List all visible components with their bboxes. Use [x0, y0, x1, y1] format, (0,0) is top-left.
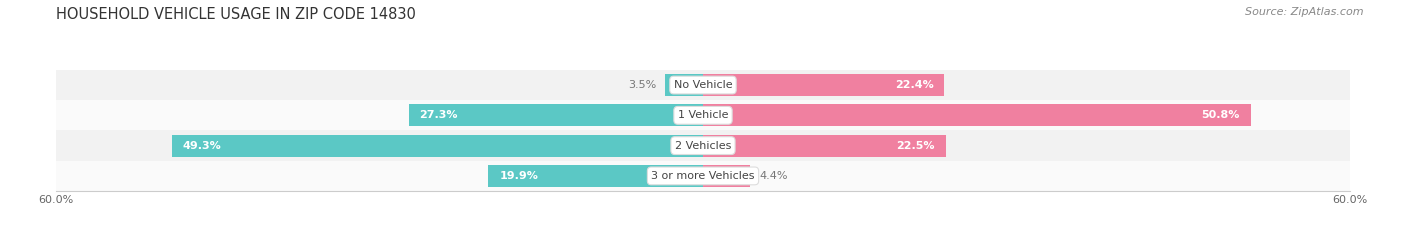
Text: 27.3%: 27.3% [419, 110, 458, 120]
Bar [56, 100, 1350, 130]
Text: No Vehicle: No Vehicle [673, 80, 733, 90]
Bar [703, 165, 751, 187]
Text: 19.9%: 19.9% [499, 171, 538, 181]
Bar [172, 135, 703, 157]
Text: 3 or more Vehicles: 3 or more Vehicles [651, 171, 755, 181]
Text: 49.3%: 49.3% [183, 141, 221, 151]
Text: 22.5%: 22.5% [896, 141, 935, 151]
Text: 22.4%: 22.4% [896, 80, 934, 90]
Bar [56, 130, 1350, 161]
Bar [703, 104, 1250, 126]
Text: Source: ZipAtlas.com: Source: ZipAtlas.com [1246, 7, 1364, 17]
Text: 50.8%: 50.8% [1202, 110, 1240, 120]
Bar [665, 74, 703, 96]
Text: 1 Vehicle: 1 Vehicle [678, 110, 728, 120]
Text: 2 Vehicles: 2 Vehicles [675, 141, 731, 151]
Bar [488, 165, 703, 187]
Bar [703, 135, 946, 157]
Text: HOUSEHOLD VEHICLE USAGE IN ZIP CODE 14830: HOUSEHOLD VEHICLE USAGE IN ZIP CODE 1483… [56, 7, 416, 22]
Text: 4.4%: 4.4% [759, 171, 787, 181]
Bar [56, 161, 1350, 191]
Bar [409, 104, 703, 126]
Bar [56, 70, 1350, 100]
Bar [703, 74, 945, 96]
Text: 3.5%: 3.5% [628, 80, 657, 90]
